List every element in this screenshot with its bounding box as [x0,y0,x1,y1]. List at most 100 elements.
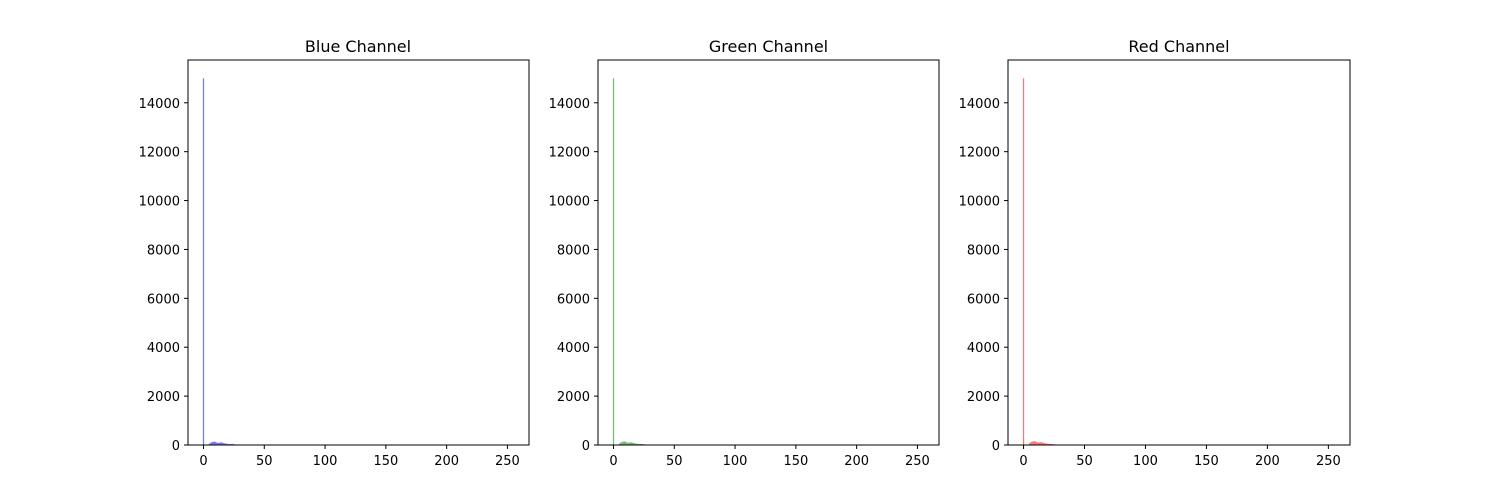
red-channel-bar [1022,78,1025,445]
red-channel-x-tick-label: 150 [1194,454,1219,469]
green-channel-bar [634,443,636,445]
blue-channel-bar [210,442,212,445]
red-channel-bar [1032,441,1034,445]
green-channel-bar [622,441,624,445]
blue-channel-x-tick-label: 50 [256,454,273,469]
green-channel-bar [628,442,630,445]
blue-channel-y-tick-label: 14000 [139,97,180,112]
blue-channel-y-tick-label: 6000 [147,292,180,307]
red-channel-bar [1047,443,1049,445]
green-channel-bar [621,441,623,445]
green-channel-bar [612,78,615,445]
red-channel-bar [1048,443,1050,445]
blue-channel-bar [224,443,226,445]
blue-channel-y-tick-label: 10000 [139,195,180,210]
green-channel-bar [626,442,628,445]
blue-channel-bar [212,441,214,445]
green-channel-x-tick-label: 100 [723,454,748,469]
red-channel-bar [1044,443,1047,445]
blue-channel-x-tick-label: 0 [199,454,207,469]
blue-channel-bar [225,443,228,445]
red-channel-x-tick-label: 0 [1019,454,1027,469]
blue-channel-bar [223,443,225,445]
red-channel-bar [1036,442,1038,445]
green-channel-y-tick-label: 4000 [557,341,590,356]
red-channel-y-tick-label: 4000 [967,341,1000,356]
green-channel-x-tick-label: 0 [609,454,617,469]
blue-channel-x-tick-label: 200 [434,454,459,469]
green-channel-y-tick-label: 8000 [557,243,590,258]
blue-channel-axes-frame [187,59,530,446]
blue-channel-bar [213,441,216,445]
red-channel-bar [1042,442,1044,445]
blue-channel-panel: Blue Channel 0 50 100 150 200 250 0 2000 4000 600… [139,37,530,469]
red-channel-x-tick-label: 200 [1255,454,1280,469]
red-channel-bar [1046,443,1048,445]
blue-channel-x-tick-label: 100 [313,454,338,469]
green-channel-bar [637,443,639,445]
blue-channel-bar [218,442,220,445]
blue-channel-y-tick-label: 8000 [147,243,180,258]
blue-channel-y-tick-label: 0 [172,439,180,454]
blue-channel-y-tick-label: 4000 [147,341,180,356]
green-channel-x-tick-label: 200 [844,454,869,469]
green-channel-panel: Green Channel 0 50 100 150 200 250 0 2000 4000 60… [549,37,940,469]
green-channel-bar [620,442,622,445]
red-channel-y-tick-label: 2000 [967,390,1000,405]
green-channel-bar [633,443,635,445]
red-channel-bar [1050,443,1053,445]
red-channel-y-tick-label: 14000 [959,97,1000,112]
blue-channel-bar [211,442,213,445]
blue-channel-bar [208,443,211,445]
red-channel-bar [1029,443,1031,445]
green-channel-y-tick-label: 10000 [549,195,590,210]
blue-channel-bar [217,442,219,445]
red-channel-bar [1030,442,1032,445]
red-channel-y-tick-label: 0 [992,439,1000,454]
red-channel-y-tick-label: 10000 [959,195,1000,210]
blue-channel-x-tick-label: 150 [373,454,398,469]
blue-channel-bar [222,442,224,445]
green-channel-bar [631,442,633,445]
red-channel-bar [1038,442,1041,445]
green-channel-bar [635,443,638,445]
green-channel-y-tick-label: 6000 [557,292,590,307]
blue-channel-bar [219,442,222,445]
red-channel-axes-frame [1007,59,1351,446]
red-channel-bar [1043,443,1045,445]
red-channel-panel: Red Channel 0 50 100 150 200 250 0 2000 4000 6000… [959,37,1351,469]
red-channel-bar [1037,442,1039,445]
red-channel-bar [1035,441,1037,445]
green-channel-bar [623,441,626,445]
green-channel-bar [632,442,634,445]
blue-channel-title: Blue Channel [305,37,411,56]
green-channel-bar [627,442,629,445]
green-channel-bar [638,443,640,445]
blue-channel-bar [221,442,223,445]
red-channel-bar [1031,441,1033,445]
green-channel-y-tick-label: 14000 [549,97,590,112]
blue-channel-bar [215,442,217,445]
red-channel-y-tick-label: 12000 [959,146,1000,161]
red-channel-x-tick-label: 100 [1133,454,1158,469]
green-channel-y-tick-label: 12000 [549,146,590,161]
blue-channel-y-tick-label: 2000 [147,390,180,405]
blue-channel-bar [216,442,218,445]
green-channel-title: Green Channel [709,37,828,56]
green-channel-x-tick-label: 250 [905,454,930,469]
blue-channel-y-tick-label: 12000 [139,146,180,161]
green-channel-x-tick-label: 50 [666,454,683,469]
red-channel-y-tick-label: 8000 [967,243,1000,258]
red-channel-bar [1040,442,1042,445]
red-channel-y-tick-label: 6000 [967,292,1000,307]
red-channel-bar [1041,442,1043,445]
green-channel-bar [625,441,627,445]
green-channel-x-tick-label: 150 [783,454,808,469]
green-channel-axes-frame [597,59,940,446]
green-channel-y-tick-label: 0 [582,439,590,454]
green-channel-bar [640,443,643,445]
blue-channel-bar [232,443,234,445]
blue-channel-x-tick-label: 250 [495,454,520,469]
blue-channel-bar [227,443,229,445]
